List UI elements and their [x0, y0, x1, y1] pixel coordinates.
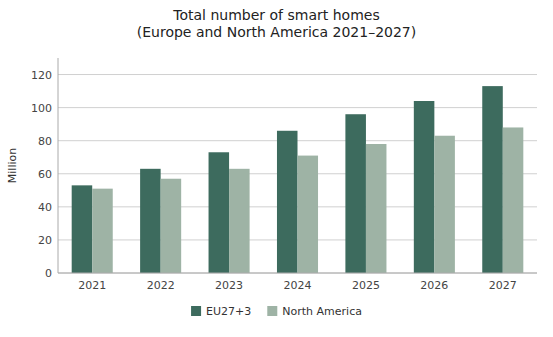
x-tick-label: 2025 — [352, 279, 380, 292]
bar — [72, 185, 93, 273]
grid — [58, 75, 537, 273]
x-tick-label: 2026 — [420, 279, 448, 292]
y-tick-label: 40 — [38, 201, 52, 214]
chart-container: Total number of smart homes(Europe and N… — [0, 0, 553, 337]
x-tick-label: 2022 — [147, 279, 175, 292]
x-axis-line — [58, 273, 537, 274]
legend: EU27+3 North America — [191, 305, 362, 318]
title-line: (Europe and North America 2021–2027) — [137, 24, 416, 40]
title: Total number of smart homes(Europe and N… — [137, 7, 416, 40]
y-tick-label: 100 — [31, 102, 52, 115]
bars — [72, 86, 524, 273]
bar — [414, 101, 435, 273]
legend-swatch — [191, 306, 201, 316]
grid-line — [58, 273, 537, 274]
bar — [92, 189, 113, 273]
grid-line — [58, 74, 537, 75]
bar — [298, 156, 319, 273]
title-line: Total number of smart homes — [172, 7, 379, 23]
x-tick-label: 2023 — [215, 279, 243, 292]
bar — [229, 169, 250, 273]
bar — [366, 144, 387, 273]
legend-label: North America — [282, 305, 362, 318]
legend-swatch — [267, 306, 277, 316]
y-tick-label: 0 — [45, 267, 52, 280]
chart: Total number of smart homes(Europe and N… — [0, 0, 553, 337]
y-axis-line — [58, 58, 59, 273]
x-tick-label: 2024 — [284, 279, 312, 292]
legend-label: EU27+3 — [206, 305, 251, 318]
bar — [345, 114, 366, 273]
y-tick-label: 20 — [38, 234, 52, 247]
y-tick-label: 60 — [38, 168, 52, 181]
y-tick-label: 120 — [31, 69, 52, 82]
x-tick-label: 2027 — [489, 279, 517, 292]
bar — [161, 179, 182, 273]
bar — [140, 169, 161, 273]
grid-line — [58, 107, 537, 108]
bar — [482, 86, 503, 273]
bar — [434, 136, 455, 273]
bar — [503, 127, 524, 273]
y-tick-label: 80 — [38, 135, 52, 148]
bar — [277, 131, 298, 273]
y-axis-label: Million — [6, 148, 19, 183]
bar — [209, 152, 230, 273]
x-tick-label: 2021 — [78, 279, 106, 292]
